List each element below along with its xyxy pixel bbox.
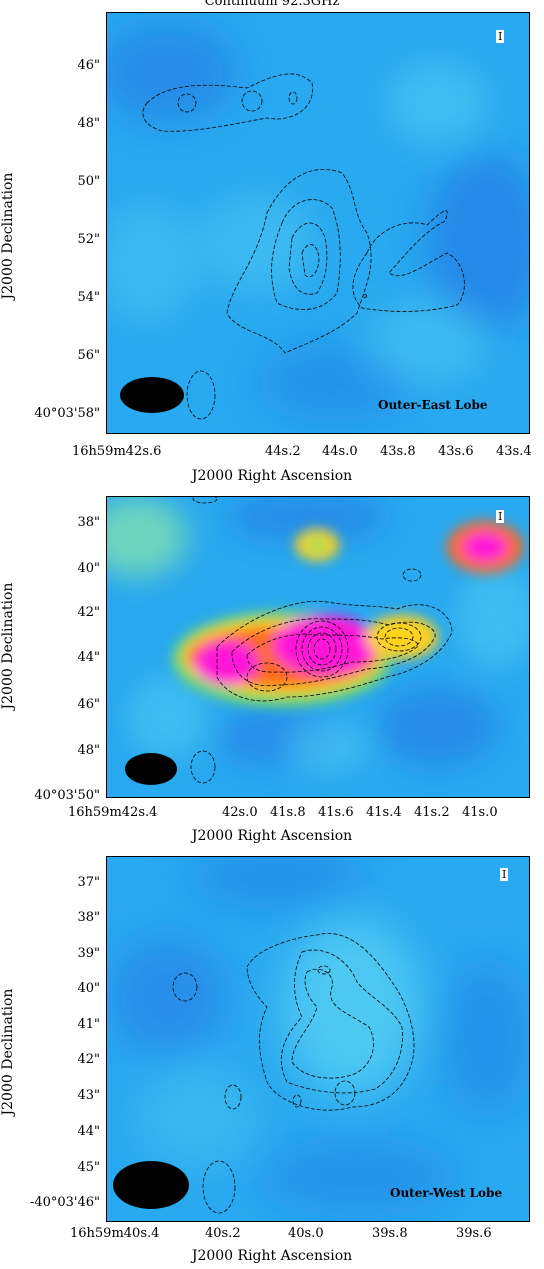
panel2-ytick: 42" — [77, 605, 100, 620]
panel2-xtick: 41s.8 — [270, 805, 306, 820]
panel2-xtick: 42s.0 — [222, 805, 258, 820]
panel3-ytick: 37" — [77, 875, 100, 890]
panel1-ytick: 50" — [77, 174, 100, 189]
panel2-ytick: 40°03'50" — [34, 788, 100, 803]
panel3-xtick: 40s.2 — [205, 1226, 241, 1241]
beam-ellipse — [120, 377, 184, 413]
panel1-xlabel: J2000 Right Ascension — [191, 468, 353, 484]
panel2-xtick: 16h59m42s.4 — [68, 805, 158, 820]
panel1-xtick: 44s.2 — [265, 444, 301, 459]
panel2-ytick: 46" — [77, 697, 100, 712]
panel1-map — [106, 12, 530, 434]
beam-ellipse — [113, 1161, 189, 1209]
panel3-stokes-label: I — [500, 868, 509, 881]
panel2-ytick: 48" — [77, 743, 100, 758]
panel3-xtick: 16h59m40s.4 — [70, 1226, 160, 1241]
panel2-xtick: 41s.0 — [462, 805, 498, 820]
panel1-ytick: 52" — [77, 232, 100, 247]
panel1-xtick: 43s.8 — [380, 444, 416, 459]
panel1-xtick: 43s.4 — [496, 444, 532, 459]
panel3-ytick: 42" — [77, 1052, 100, 1067]
panel3-xtick: 40s.0 — [288, 1226, 324, 1241]
panel1-stokes-label: I — [496, 30, 505, 43]
panel2-xtick: 41s.2 — [414, 805, 450, 820]
panel2-ytick: 44" — [77, 650, 100, 665]
panel1-xtick: 43s.6 — [438, 444, 474, 459]
panel2-ytick: 40" — [77, 561, 100, 576]
panel3-ytick: 45" — [77, 1160, 100, 1175]
panel3-map — [106, 856, 530, 1222]
panel3-xtick: 39s.6 — [456, 1226, 492, 1241]
panel1-ytick: 54" — [77, 290, 100, 305]
panel2-stokes-label: I — [496, 510, 505, 523]
panel1-xtick: 44s.0 — [322, 444, 358, 459]
panel3-ytick: -40°03'46" — [29, 1195, 100, 1210]
panel3-ytick: 39" — [77, 946, 100, 961]
panel3-ytick: 43" — [77, 1088, 100, 1103]
panel1-ytick: 46" — [77, 58, 100, 73]
panel1-ytick: 56" — [77, 348, 100, 363]
panel2-xtick: 41s.4 — [366, 805, 402, 820]
panel2-xtick: 41s.6 — [318, 805, 354, 820]
panel1-annotation: Outer-East Lobe — [378, 398, 488, 412]
panel1-xtick: 16h59m42s.6 — [72, 444, 162, 459]
panel3-xlabel: J2000 Right Ascension — [191, 1248, 353, 1264]
contours — [190, 497, 453, 784]
panel2-map — [106, 496, 530, 798]
panel3-xtick: 39s.8 — [372, 1226, 408, 1241]
panel1-ytick: 48" — [77, 116, 100, 131]
panel3-ytick: 40" — [77, 981, 100, 996]
panel3-ytick: 38" — [77, 910, 100, 925]
panel3-annotation: Outer-West Lobe — [390, 1186, 503, 1200]
beam-ellipse — [125, 753, 177, 785]
panel3-ytick: 44" — [77, 1124, 100, 1139]
panel2-ytick: 38" — [77, 515, 100, 530]
contours — [172, 933, 415, 1214]
panel3-ytick: 41" — [77, 1017, 100, 1032]
panel1-title: Continuum 92.3GHz — [204, 0, 340, 9]
contours — [142, 73, 465, 420]
panel1-ytick: 40°03'58" — [34, 406, 100, 421]
panel2-xlabel: J2000 Right Ascension — [191, 828, 353, 844]
